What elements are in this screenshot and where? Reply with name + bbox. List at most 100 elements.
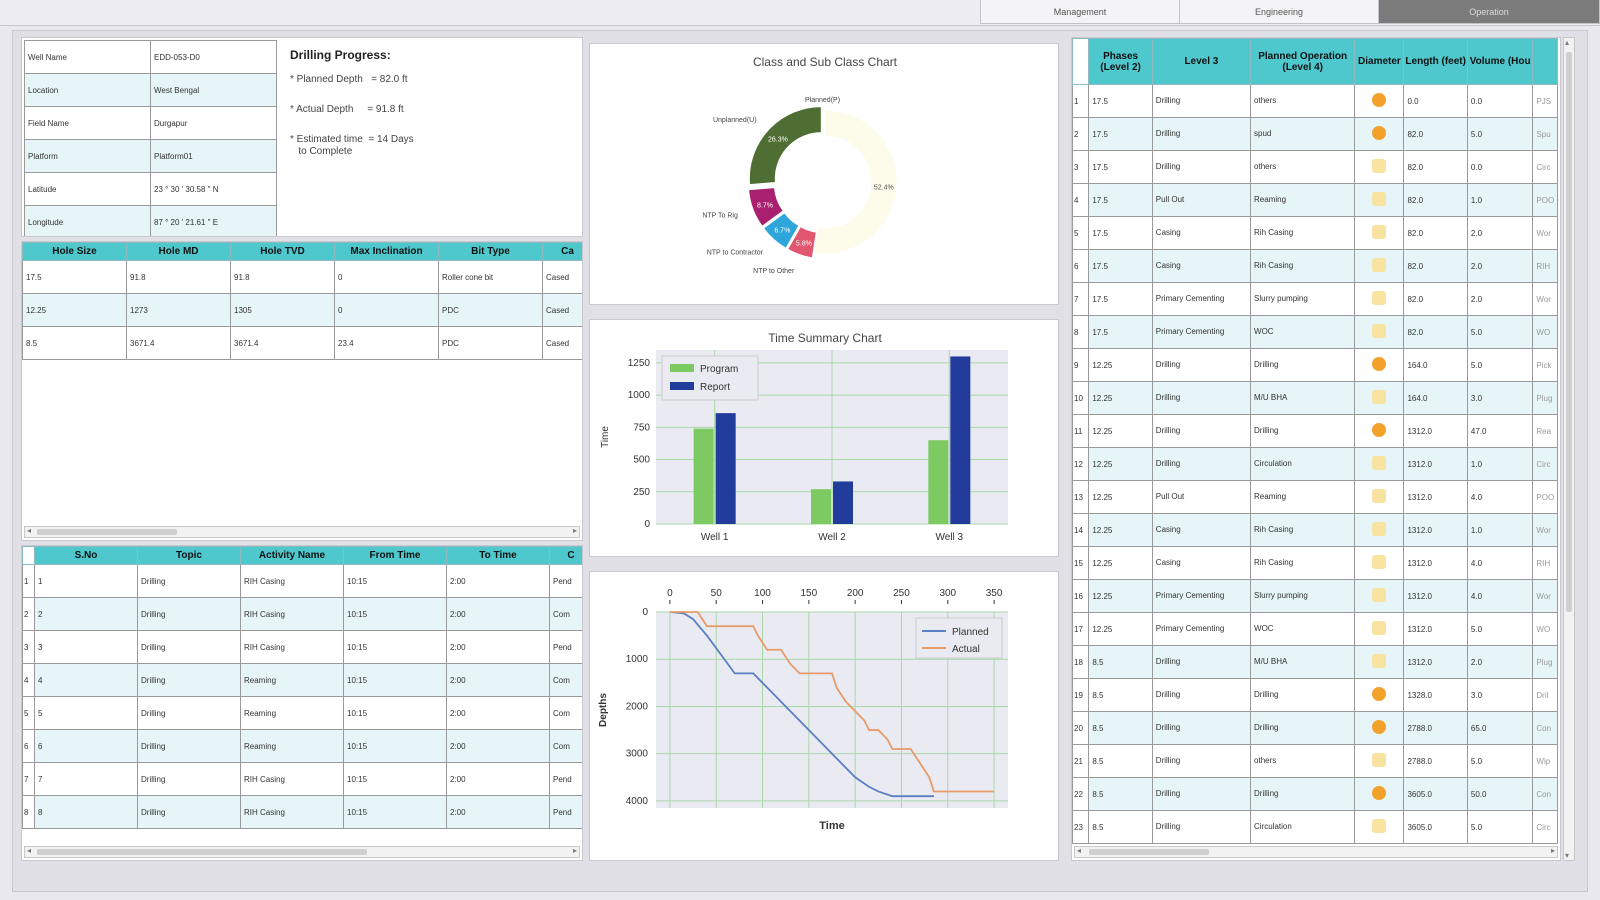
column-header[interactable]: Level 3	[1151, 38, 1252, 85]
table-cell[interactable]: Casing	[1151, 216, 1252, 250]
table-cell[interactable]: Pend	[549, 564, 582, 598]
row-number[interactable]: 2	[22, 597, 35, 631]
table-cell[interactable]: 164.0	[1403, 381, 1468, 415]
table-cell[interactable]: Plug	[1532, 645, 1558, 679]
table-cell[interactable]: Com	[549, 696, 582, 730]
column-header[interactable]: Max Inclination	[334, 242, 439, 261]
table-cell[interactable]: 23.4	[334, 326, 439, 360]
table-cell[interactable]: 5.0	[1466, 348, 1534, 382]
column-header[interactable]: C	[549, 546, 582, 565]
row-number[interactable]: 3	[22, 630, 35, 664]
table-cell[interactable]: Primary Cementing	[1151, 579, 1252, 613]
table-cell[interactable]: 82.0	[1403, 183, 1468, 217]
table-cell[interactable]: 2.0	[1466, 249, 1534, 283]
status-cell[interactable]	[1354, 480, 1405, 514]
table-cell[interactable]: Drilling	[137, 729, 241, 763]
table-cell[interactable]: Cased	[542, 326, 582, 360]
row-number[interactable]: 5	[1072, 216, 1090, 250]
table-cell[interactable]: 5.0	[1466, 612, 1534, 646]
status-cell[interactable]	[1354, 348, 1405, 382]
column-header[interactable]: From Time	[343, 546, 447, 565]
status-cell[interactable]	[1354, 513, 1405, 547]
table-cell[interactable]: 3	[34, 630, 138, 664]
table-cell[interactable]: Spu	[1532, 117, 1558, 151]
table-cell[interactable]: Pend	[549, 762, 582, 796]
bar[interactable]	[950, 356, 971, 524]
row-number[interactable]: 8	[22, 795, 35, 829]
table-cell[interactable]: 4.0	[1466, 480, 1534, 514]
table-cell[interactable]: 8.5	[22, 326, 127, 360]
table-cell[interactable]: 1273	[126, 293, 231, 327]
table-cell[interactable]: Rih Casing	[1250, 249, 1356, 283]
status-cell[interactable]	[1354, 117, 1405, 151]
row-number[interactable]: 7	[1072, 282, 1090, 316]
table-cell[interactable]: POO	[1532, 480, 1558, 514]
table-row[interactable]: 7 7 Drilling RIH Casing 10:15 2:00 Pend	[22, 762, 582, 796]
table-cell[interactable]: 50.0	[1466, 777, 1534, 811]
table-cell[interactable]: Plug	[1532, 381, 1558, 415]
table-cell[interactable]: Drilling	[1151, 414, 1252, 448]
table-row[interactable]: 1 1 Drilling RIH Casing 10:15 2:00 Pend	[22, 564, 582, 598]
table-cell[interactable]: 82.0	[1403, 282, 1468, 316]
row-number[interactable]: 17	[1072, 612, 1090, 646]
table-cell[interactable]: Con	[1532, 711, 1558, 745]
scroll-right-icon[interactable]: ▸	[572, 526, 577, 535]
table-cell[interactable]: 1312.0	[1403, 414, 1468, 448]
table-cell[interactable]: 10:15	[343, 630, 447, 664]
status-cell[interactable]	[1354, 777, 1405, 811]
table-row[interactable]: 12 12.25 Drilling Circulation 1312.0 1.0 Circ	[1072, 447, 1558, 481]
table-cell[interactable]: 12.25	[1088, 381, 1153, 415]
column-header[interactable]: Volume (Hou	[1466, 38, 1534, 85]
table-cell[interactable]: Cased	[542, 293, 582, 327]
row-number[interactable]: 8	[1072, 315, 1090, 349]
table-row[interactable]: 15 12.25 Casing Rih Casing 1312.0 4.0 RIH	[1072, 546, 1558, 580]
table-cell[interactable]: WO	[1532, 612, 1558, 646]
table-row[interactable]: 16 12.25 Primary Cementing Slurry pumping 13…	[1072, 579, 1558, 613]
table-cell[interactable]: 1312.0	[1403, 612, 1468, 646]
hole-table-hscroll[interactable]: ◂ ▸	[24, 526, 580, 538]
row-number[interactable]: 21	[1072, 744, 1090, 778]
row-number[interactable]: 14	[1072, 513, 1090, 547]
table-cell[interactable]: 2:00	[446, 696, 550, 730]
row-number[interactable]: 23	[1072, 810, 1090, 844]
table-cell[interactable]: Drilling	[1151, 744, 1252, 778]
donut-slice[interactable]	[762, 212, 800, 249]
table-cell[interactable]: 47.0	[1466, 414, 1534, 448]
tab-operation[interactable]: Operation	[1378, 0, 1600, 24]
row-number[interactable]: 1	[1072, 84, 1090, 118]
table-cell[interactable]: Drilling	[1151, 645, 1252, 679]
table-row[interactable]: 17 12.25 Primary Cementing WOC 1312.0 5.0 WO	[1072, 612, 1558, 646]
table-cell[interactable]: M/U BHA	[1250, 645, 1356, 679]
table-cell[interactable]: Pull Out	[1151, 480, 1252, 514]
table-row[interactable]: 8 17.5 Primary Cementing WOC 82.0 5.0 WO	[1072, 315, 1558, 349]
table-cell[interactable]: 1.0	[1466, 447, 1534, 481]
table-cell[interactable]: 2.0	[1466, 282, 1534, 316]
table-cell[interactable]: 2	[34, 597, 138, 631]
column-header[interactable]: Hole TVD	[230, 242, 335, 261]
table-cell[interactable]: Wip	[1532, 744, 1558, 778]
table-cell[interactable]: Drilling	[1151, 810, 1252, 844]
table-cell[interactable]: 4.0	[1466, 546, 1534, 580]
table-cell[interactable]: 4.0	[1466, 579, 1534, 613]
row-number[interactable]: 12	[1072, 447, 1090, 481]
bar[interactable]	[811, 489, 831, 524]
table-cell[interactable]: 1312.0	[1403, 579, 1468, 613]
donut-slice[interactable]	[786, 225, 817, 259]
table-cell[interactable]: Drilling	[1151, 348, 1252, 382]
table-cell[interactable]: 8.5	[1088, 645, 1153, 679]
table-cell[interactable]: Circ	[1532, 810, 1558, 844]
row-number[interactable]: 1	[22, 564, 35, 598]
table-cell[interactable]: Drilling	[1250, 678, 1356, 712]
table-row[interactable]: 2 17.5 Drilling spud 82.0 5.0 Spu	[1072, 117, 1558, 151]
table-cell[interactable]: 8.5	[1088, 810, 1153, 844]
donut-slice[interactable]	[813, 109, 898, 255]
table-cell[interactable]: Primary Cementing	[1151, 612, 1252, 646]
table-row[interactable]: 13 12.25 Pull Out Reaming 1312.0 4.0 POO	[1072, 480, 1558, 514]
table-cell[interactable]: Reaming	[240, 663, 344, 697]
table-cell[interactable]: Circ	[1532, 447, 1558, 481]
table-cell[interactable]: 164.0	[1403, 348, 1468, 382]
table-row[interactable]: 2 2 Drilling RIH Casing 10:15 2:00 Com	[22, 597, 582, 631]
column-header[interactable]: Bit Type	[438, 242, 543, 261]
status-cell[interactable]	[1354, 645, 1405, 679]
table-cell[interactable]: Com	[549, 729, 582, 763]
